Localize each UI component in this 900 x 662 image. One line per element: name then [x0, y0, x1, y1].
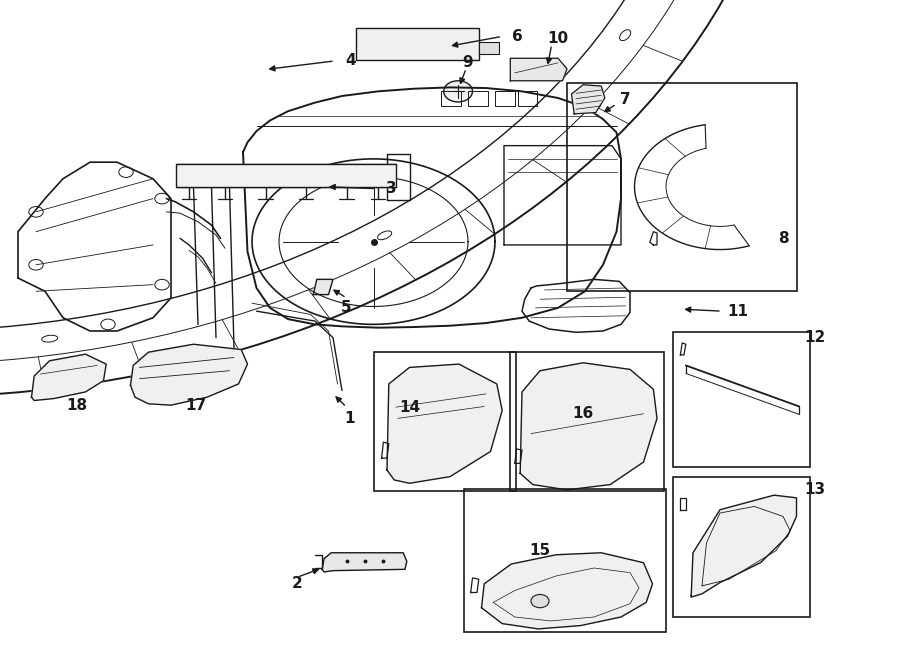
Text: 7: 7	[620, 92, 631, 107]
Bar	[510, 352, 664, 491]
Bar	[495, 91, 515, 106]
Polygon shape	[32, 354, 106, 401]
Text: 2: 2	[292, 577, 302, 591]
Bar	[567, 83, 796, 291]
Bar	[176, 164, 396, 187]
Bar	[673, 332, 810, 467]
Bar	[468, 91, 488, 106]
Bar	[673, 477, 810, 617]
Text: 11: 11	[727, 304, 749, 318]
Text: 9: 9	[463, 56, 473, 70]
Text: 1: 1	[344, 411, 355, 426]
Bar	[441, 91, 461, 106]
Bar	[374, 352, 516, 491]
Text: 17: 17	[185, 398, 207, 412]
Text: 14: 14	[399, 400, 420, 414]
Polygon shape	[313, 279, 333, 295]
Polygon shape	[130, 344, 248, 405]
Text: 5: 5	[341, 301, 352, 315]
Polygon shape	[510, 58, 567, 81]
Bar	[479, 42, 499, 54]
Polygon shape	[572, 85, 605, 114]
Text: 6: 6	[512, 29, 523, 44]
Bar	[464, 489, 666, 632]
Text: 10: 10	[547, 31, 569, 46]
Polygon shape	[322, 553, 407, 572]
Bar	[356, 28, 479, 60]
Circle shape	[531, 594, 549, 608]
Text: 4: 4	[346, 54, 356, 68]
Text: 8: 8	[778, 231, 788, 246]
Text: 13: 13	[804, 483, 825, 497]
Polygon shape	[387, 364, 502, 483]
Bar	[518, 91, 537, 106]
Text: 15: 15	[529, 544, 551, 558]
Polygon shape	[691, 495, 796, 597]
Circle shape	[444, 81, 472, 102]
Text: 18: 18	[66, 398, 87, 412]
Text: 3: 3	[386, 181, 397, 196]
Text: 12: 12	[804, 330, 825, 345]
Text: 16: 16	[572, 406, 594, 421]
Polygon shape	[520, 363, 657, 490]
Polygon shape	[482, 553, 652, 629]
